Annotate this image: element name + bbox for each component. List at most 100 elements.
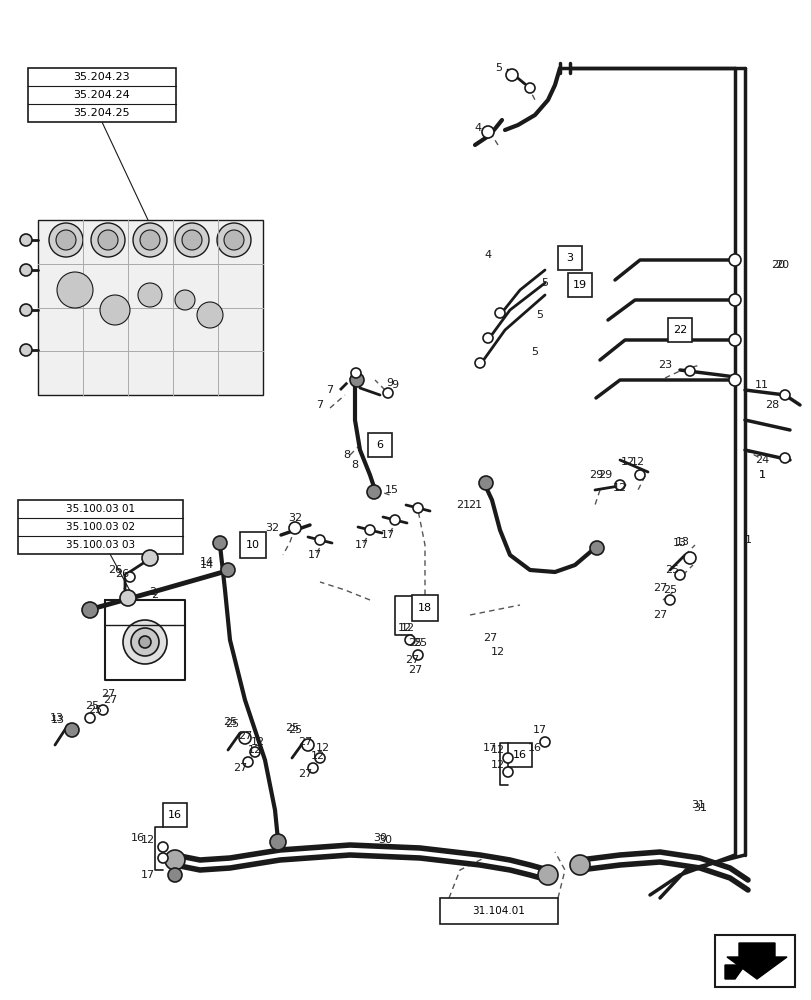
Text: 35.100.03 02: 35.100.03 02 <box>66 522 135 532</box>
Circle shape <box>495 308 504 318</box>
Text: 19: 19 <box>573 280 586 290</box>
Circle shape <box>569 855 590 875</box>
Text: 17: 17 <box>307 550 322 560</box>
Text: 25: 25 <box>285 723 298 733</box>
Circle shape <box>728 254 740 266</box>
Circle shape <box>383 388 393 398</box>
Text: 21: 21 <box>455 500 470 510</box>
Circle shape <box>525 83 534 93</box>
Text: 16: 16 <box>131 833 145 843</box>
Bar <box>28 68 176 122</box>
Text: 17: 17 <box>141 870 155 880</box>
Text: 25: 25 <box>88 705 102 715</box>
Text: 13: 13 <box>51 715 65 725</box>
Circle shape <box>158 853 168 863</box>
Circle shape <box>684 366 694 376</box>
Text: 27: 27 <box>405 655 418 665</box>
Circle shape <box>590 541 603 555</box>
Circle shape <box>674 570 684 580</box>
Text: 27: 27 <box>298 769 311 779</box>
Text: 13: 13 <box>676 537 689 547</box>
Text: 25: 25 <box>288 725 302 735</box>
Circle shape <box>125 572 135 582</box>
Circle shape <box>158 842 168 852</box>
Text: 5: 5 <box>495 63 502 73</box>
Text: 21: 21 <box>467 500 482 510</box>
Bar <box>240 532 266 558</box>
Circle shape <box>197 302 223 328</box>
Text: 14: 14 <box>200 560 214 570</box>
Bar <box>714 935 794 987</box>
Circle shape <box>779 453 789 463</box>
Text: 35.100.03 01: 35.100.03 01 <box>66 504 135 514</box>
Circle shape <box>56 230 76 250</box>
Text: 9: 9 <box>391 380 398 390</box>
Circle shape <box>224 230 243 250</box>
Circle shape <box>538 865 557 885</box>
Text: 6: 6 <box>376 440 383 450</box>
Text: 7: 7 <box>326 385 333 395</box>
Circle shape <box>131 628 159 656</box>
Text: 27: 27 <box>238 731 251 741</box>
Text: 35.100.03 03: 35.100.03 03 <box>66 540 135 550</box>
Circle shape <box>482 126 493 138</box>
Text: 4: 4 <box>474 123 481 133</box>
Circle shape <box>20 234 32 246</box>
Text: 5: 5 <box>541 278 547 288</box>
Text: 1: 1 <box>757 470 765 480</box>
Circle shape <box>98 230 118 250</box>
Text: 12: 12 <box>141 835 155 845</box>
Text: 29: 29 <box>597 470 611 480</box>
Circle shape <box>165 850 185 870</box>
Circle shape <box>57 272 93 308</box>
Bar <box>667 318 691 342</box>
Text: 27: 27 <box>652 610 667 620</box>
Text: 17: 17 <box>380 530 395 540</box>
Circle shape <box>270 834 285 850</box>
Text: 25: 25 <box>223 717 237 727</box>
Text: 17: 17 <box>483 743 496 753</box>
Text: 9: 9 <box>386 378 393 388</box>
Circle shape <box>221 563 234 577</box>
Text: 27: 27 <box>298 737 311 747</box>
Text: 27: 27 <box>103 695 117 705</box>
Circle shape <box>139 636 151 648</box>
Text: 13: 13 <box>672 538 686 548</box>
Circle shape <box>142 550 158 566</box>
Text: 12: 12 <box>247 745 262 755</box>
Text: 4: 4 <box>484 250 491 260</box>
Text: 31: 31 <box>690 800 704 810</box>
Text: 12: 12 <box>311 751 324 761</box>
Circle shape <box>413 503 423 513</box>
Circle shape <box>98 705 108 715</box>
Text: 32: 32 <box>288 513 302 523</box>
Text: 22: 22 <box>672 325 686 335</box>
Text: 27: 27 <box>652 583 667 593</box>
Text: 8: 8 <box>351 460 358 470</box>
Bar <box>163 803 187 827</box>
Circle shape <box>122 620 167 664</box>
Text: 11: 11 <box>754 380 768 390</box>
Text: 27: 27 <box>483 633 496 643</box>
Circle shape <box>634 470 644 480</box>
Circle shape <box>505 69 517 81</box>
Circle shape <box>20 264 32 276</box>
Polygon shape <box>726 943 786 979</box>
Text: 29: 29 <box>588 470 603 480</box>
Circle shape <box>478 476 492 490</box>
Text: 17: 17 <box>532 725 547 735</box>
Circle shape <box>49 223 83 257</box>
Circle shape <box>315 753 324 763</box>
Circle shape <box>212 536 227 550</box>
Circle shape <box>728 294 740 306</box>
Text: 26: 26 <box>115 569 129 579</box>
Circle shape <box>389 515 400 525</box>
Text: 25: 25 <box>664 565 678 575</box>
Bar <box>18 500 182 554</box>
Text: 16: 16 <box>168 810 182 820</box>
Text: 12: 12 <box>315 743 329 753</box>
Circle shape <box>91 223 125 257</box>
Circle shape <box>474 358 484 368</box>
Text: 35.204.25: 35.204.25 <box>74 108 130 118</box>
Circle shape <box>100 295 130 325</box>
